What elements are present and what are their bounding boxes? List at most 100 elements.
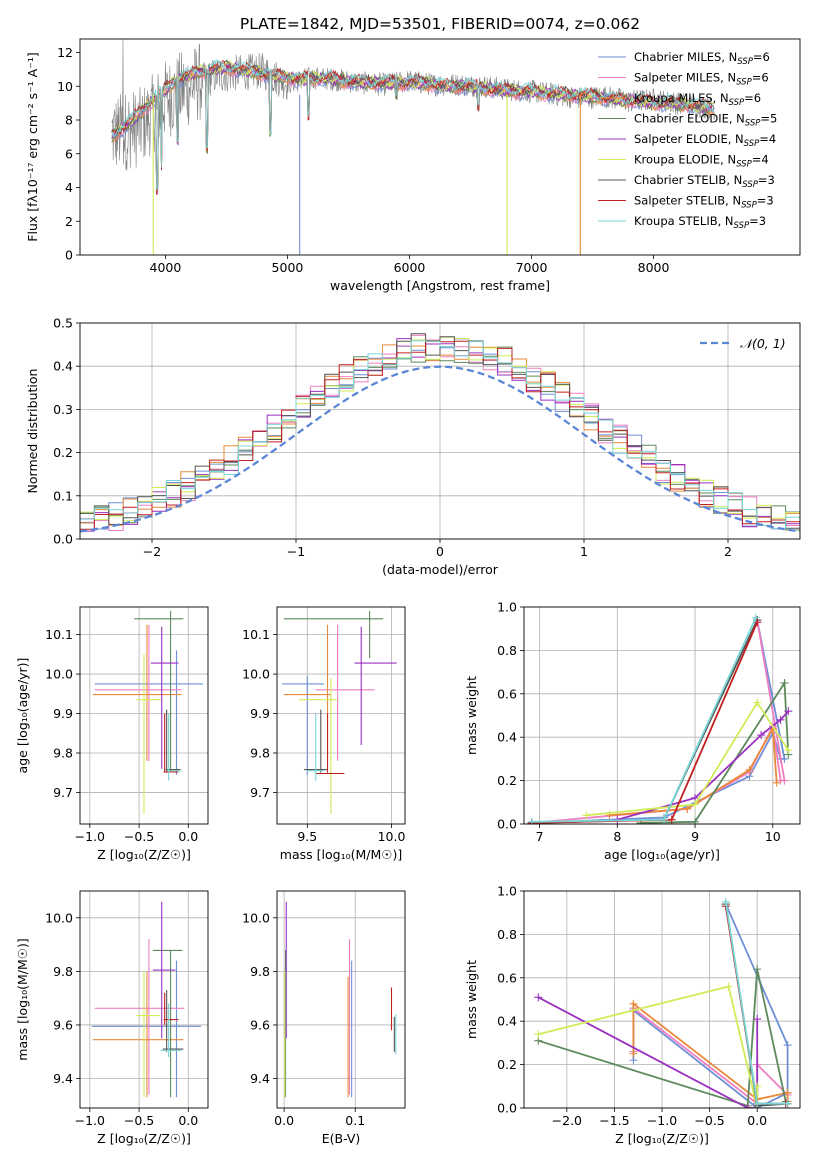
- weight-line: [538, 968, 787, 1107]
- weight-line: [724, 906, 786, 1105]
- weight-marker: [780, 754, 789, 763]
- x-tick-label: 0.0: [178, 829, 198, 844]
- weight-line: [640, 680, 790, 824]
- y-tick-label: 4: [65, 180, 73, 195]
- weight-marker: [534, 993, 543, 1002]
- x-tick-label: −2.0: [552, 1113, 582, 1128]
- y-axis-label: mass [log₁₀(M/M☉)]: [15, 938, 30, 1060]
- weight-marker: [659, 815, 668, 824]
- x-axis-label: age [log₁₀(age/yr)]: [604, 847, 720, 862]
- y-tick-label: 9.4: [250, 1071, 270, 1086]
- axes-frame: [79, 890, 209, 1109]
- plot-area: [111, 39, 715, 255]
- weight-marker: [753, 965, 762, 974]
- model-spectrum: [111, 59, 715, 194]
- x-axis-label: E(B-V): [322, 1131, 361, 1146]
- plot-area: [282, 610, 397, 815]
- weight-marker: [753, 1099, 762, 1108]
- y-tick-label: 9.9: [53, 706, 73, 721]
- y-tick-label: 0.8: [497, 927, 517, 942]
- figure-title: PLATE=1842, MJD=53501, FIBERID=0074, z=0…: [240, 15, 640, 33]
- y-tick-label: 0.6: [497, 686, 517, 701]
- axes-frame: [276, 606, 406, 825]
- y-tick-label: 9.6: [250, 1017, 270, 1032]
- y-tick-label: 9.7: [53, 785, 73, 800]
- x-tick-label: 0.0: [274, 1113, 294, 1128]
- y-tick-label: 10.0: [242, 667, 270, 682]
- x-tick-label: 4000: [150, 260, 182, 275]
- weight-line: [617, 710, 789, 821]
- x-tick-label: −1.0: [75, 829, 105, 844]
- y-tick-label: 10.0: [45, 910, 73, 925]
- x-tick-label: −1: [287, 544, 305, 559]
- x-tick-label: −1.0: [647, 1113, 677, 1128]
- weight-marker: [721, 897, 730, 906]
- x-tick-label: 6000: [394, 260, 426, 275]
- y-tick-label: 0.4: [53, 359, 73, 374]
- y-tick-label: 9.9: [250, 706, 270, 721]
- weight-marker: [743, 1104, 752, 1108]
- weight-marker: [629, 999, 638, 1008]
- plot-area: [92, 610, 204, 815]
- y-axis-label: Flux [fλ10⁻¹⁷ erg cm⁻² s⁻¹ A⁻¹]: [25, 52, 40, 241]
- weight-marker: [783, 1088, 792, 1097]
- residual-histogram: [80, 340, 800, 529]
- x-tick-label: 8: [613, 829, 621, 844]
- x-tick-label: 9.5: [297, 829, 317, 844]
- x-tick-label: 0: [436, 544, 444, 559]
- normal-curve: [80, 365, 800, 533]
- weight-marker: [772, 778, 781, 787]
- y-tick-label: 9.6: [53, 1017, 73, 1032]
- axes-frame: [523, 606, 801, 825]
- axes-frame: [276, 890, 406, 1109]
- y-tick-label: 10.1: [45, 627, 73, 642]
- weight-marker: [534, 1030, 543, 1039]
- weight-marker: [784, 746, 793, 755]
- weight-marker: [783, 1041, 792, 1050]
- weight-marker: [784, 707, 793, 716]
- x-tick-label: −0.5: [124, 829, 154, 844]
- axes-frame: [523, 890, 801, 1109]
- y-tick-label: 0.6: [497, 970, 517, 985]
- y-tick-label: 0.0: [497, 817, 517, 832]
- legend-entry: Chabrier ELODIE, NSSP=5: [634, 112, 777, 129]
- x-tick-label: 9: [691, 829, 699, 844]
- x-tick-label: 1: [580, 544, 588, 559]
- y-tick-label: 9.8: [250, 745, 270, 760]
- weight-marker: [582, 811, 591, 820]
- axes-frame: [79, 606, 209, 825]
- y-tick-label: 0.2: [497, 773, 517, 788]
- legend: Chabrier MILES, NSSP=6 Salpeter MILES, NS…: [598, 50, 777, 231]
- x-tick-label: 10.0: [378, 829, 406, 844]
- axes-frame: [79, 38, 801, 256]
- weight-marker: [691, 817, 700, 824]
- x-tick-label: −1.0: [75, 1113, 105, 1128]
- legend-entry: Salpeter MILES, NSSP=6: [634, 71, 769, 88]
- weight-marker: [527, 817, 536, 824]
- y-tick-label: 0.2: [497, 1057, 517, 1072]
- weight-marker: [667, 815, 676, 824]
- x-tick-label: 0.0: [178, 1113, 198, 1128]
- plot-area: [284, 901, 397, 1098]
- chart-residuals: −2 −1 0 1 2 0.0 0.1 0.2 0.3 0.4 0.5 (data-model)/er…: [25, 316, 801, 577]
- weight-marker: [753, 698, 762, 707]
- y-tick-label: 0.1: [53, 488, 73, 503]
- legend-entry: 𝒩(0, 1): [740, 336, 786, 351]
- weight-marker: [745, 765, 754, 774]
- x-tick-label: −0.5: [124, 1113, 154, 1128]
- plot-area: [527, 613, 793, 824]
- x-axis-label: mass [log₁₀(M/M☉)]: [280, 847, 402, 862]
- weight-marker: [776, 715, 785, 724]
- weight-line: [531, 617, 757, 823]
- x-axis-label: Z [log₁₀(Z/Z☉)]: [97, 847, 191, 862]
- legend-entry: Kroupa ELODIE, NSSP=4: [634, 153, 769, 170]
- x-tick-label: −2: [143, 544, 161, 559]
- weight-line: [531, 621, 759, 824]
- weight-marker: [783, 1099, 792, 1108]
- x-tick-label: 7000: [516, 260, 548, 275]
- x-axis-label: (data-model)/error: [382, 562, 499, 577]
- y-tick-label: 10: [57, 79, 73, 94]
- chart-mass-vs-Z: −1.0 −0.5 0.0 9.4 9.6 9.8 10.0 Z [log₁₀(Z/Z☉)] m…: [15, 890, 209, 1146]
- y-tick-label: 6: [65, 146, 73, 161]
